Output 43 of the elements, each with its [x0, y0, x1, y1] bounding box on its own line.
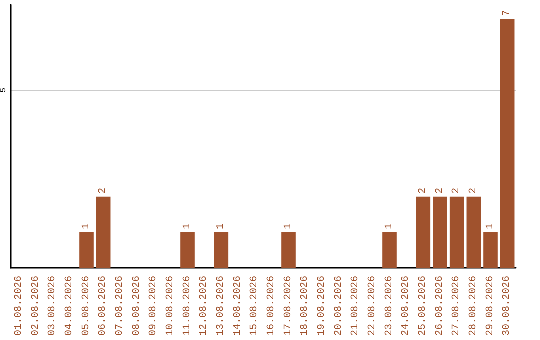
data-label: 1 [485, 223, 496, 230]
x-tick-label: 27.08.2026 [452, 276, 463, 336]
x-tick-label: 13.08.2026 [216, 276, 227, 336]
x-tick-label: 26.08.2026 [434, 276, 446, 336]
data-label: 1 [81, 223, 92, 230]
x-tick-label: 21.08.2026 [350, 276, 362, 336]
x-tick-label: 07.08.2026 [114, 276, 126, 336]
x-tick-label: 03.08.2026 [48, 276, 59, 336]
data-label: 1 [283, 223, 294, 230]
x-tick-label: 08.08.2026 [132, 276, 143, 336]
x-tick-label: 01.08.2026 [14, 276, 25, 336]
x-tick-label: 11.08.2026 [182, 276, 194, 336]
x-tick-label: 10.08.2026 [165, 276, 176, 336]
x-tick-label: 16.08.2026 [266, 276, 278, 336]
x-tick-label: 30.08.2026 [502, 276, 514, 336]
data-label: 1 [182, 223, 194, 230]
x-tick-label: 20.08.2026 [334, 276, 345, 336]
x-tick-label: 15.08.2026 [250, 276, 261, 336]
x-tick-label: 18.08.2026 [300, 276, 312, 336]
x-tick-label: 25.08.2026 [418, 276, 429, 336]
data-label: 1 [216, 223, 227, 230]
x-tick-label: 17.08.2026 [283, 276, 294, 336]
data-label: 2 [468, 188, 480, 194]
x-tick-label: 12.08.2026 [199, 276, 210, 336]
data-label: 2 [98, 188, 110, 194]
data-label: 2 [452, 188, 463, 194]
x-tick-label: 09.08.2026 [148, 276, 160, 336]
x-tick-label: 23.08.2026 [384, 276, 396, 336]
x-tick-label: 19.08.2026 [316, 276, 328, 336]
y-tick-label: 5 [0, 88, 8, 93]
x-tick-label: 06.08.2026 [98, 276, 110, 336]
data-label: 1 [384, 223, 396, 230]
data-label: 2 [434, 188, 446, 194]
x-tick-label: 04.08.2026 [64, 276, 76, 336]
x-tick-label: 14.08.2026 [232, 276, 244, 336]
x-tick-label: 02.08.2026 [30, 276, 42, 336]
x-tick-label: 05.08.2026 [81, 276, 92, 336]
x-tick-label: 24.08.2026 [401, 276, 412, 336]
x-tick-label: 22.08.2026 [367, 276, 378, 336]
data-label: 7 [502, 10, 514, 16]
data-label: 2 [418, 188, 429, 194]
x-tick-label: 28.08.2026 [468, 276, 480, 336]
x-tick-label: 29.08.2026 [485, 276, 496, 336]
